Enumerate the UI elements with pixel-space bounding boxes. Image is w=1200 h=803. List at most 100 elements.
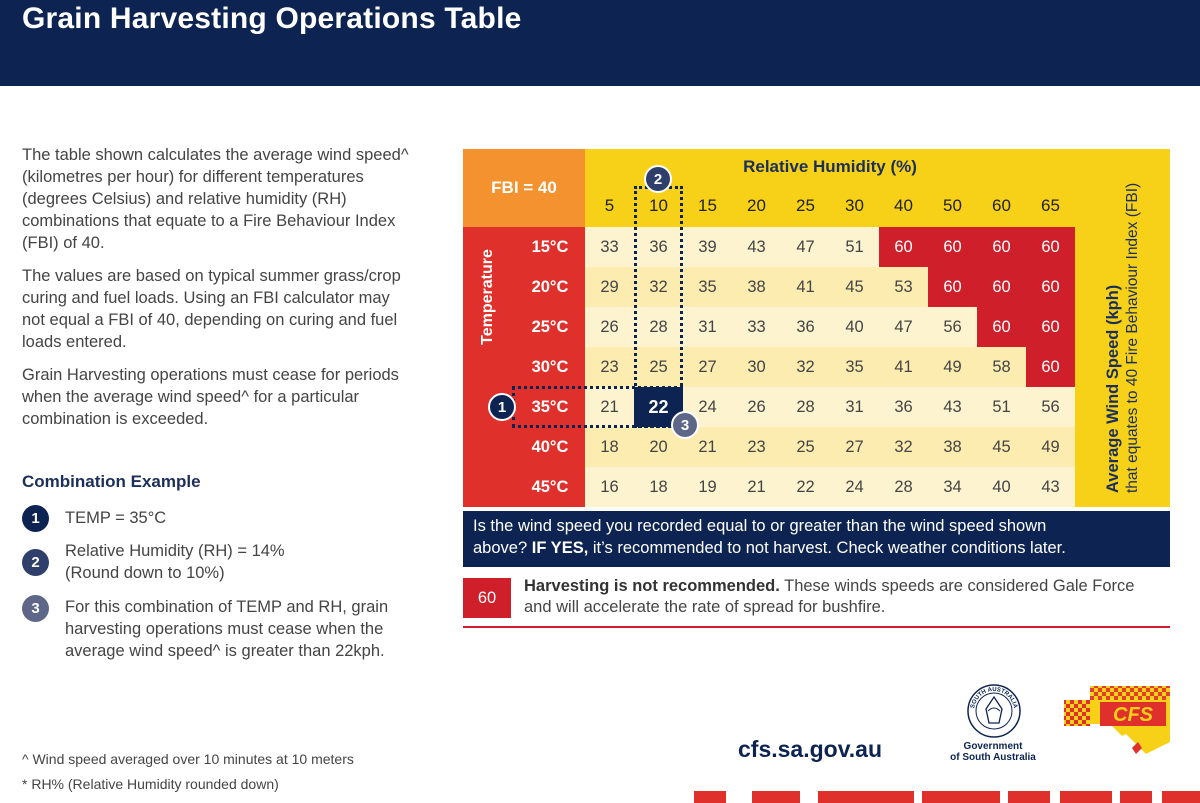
wind-speed-cell: 16 [585, 467, 634, 507]
page-title: Grain Harvesting Operations Table [22, 2, 522, 35]
marker-3: 3 [671, 411, 699, 439]
wind-speed-cell: 21 [732, 467, 781, 507]
wind-speed-cell: 56 [928, 307, 977, 347]
combination-title: Combination Example [22, 472, 201, 491]
temperature-row-label: 45°C [531, 477, 569, 496]
wind-speed-cell: 43 [1026, 467, 1075, 507]
wind-speed-cell: 26 [585, 307, 634, 347]
legend-divider [463, 626, 1170, 628]
wind-speed-cell: 60 [977, 227, 1026, 267]
question-line-2-post: it’s recommended to not harvest. Check w… [592, 539, 1066, 557]
step-number-1: 1 [22, 505, 49, 532]
rh-column-header: 20 [747, 196, 766, 215]
marker-1: 1 [488, 393, 516, 421]
wind-speed-cell: 43 [732, 227, 781, 267]
wind-speed-cell: 41 [781, 267, 830, 307]
wind-speed-cell: 27 [830, 427, 879, 467]
legend-text: Harvesting is not recommended. These win… [524, 576, 1164, 618]
government-line-2: of South Australia [950, 752, 1036, 763]
rh-column-header: 10 [649, 196, 668, 215]
wind-speed-cell: 47 [781, 227, 830, 267]
legend-bold: Harvesting is not recommended. [524, 577, 780, 595]
wind-question: Is the wind speed you recorded equal to … [463, 511, 1170, 567]
wind-speed-cell: 60 [1026, 347, 1075, 387]
wind-speed-cell: 60 [879, 227, 928, 267]
wind-speed-cell: 56 [1026, 387, 1075, 427]
wind-speed-cell: 32 [781, 347, 830, 387]
wind-speed-cell: 31 [683, 307, 732, 347]
rh-column-header: 40 [894, 196, 913, 215]
wind-speed-cell: 27 [683, 347, 732, 387]
wind-speed-cell: 31 [830, 387, 879, 427]
temperature-row-label: 35°C [531, 397, 569, 416]
wind-speed-cell: 38 [732, 267, 781, 307]
wind-speed-cell: 60 [928, 267, 977, 307]
wind-speed-cell: 41 [879, 347, 928, 387]
wind-speed-cell: 22 [781, 467, 830, 507]
wind-speed-cell: 26 [732, 387, 781, 427]
wind-speed-cell: 36 [781, 307, 830, 347]
wind-speed-cell: 40 [977, 467, 1026, 507]
wind-speed-cell: 33 [585, 227, 634, 267]
svg-text:CFS: CFS [1113, 704, 1154, 726]
rh-column-header: 15 [698, 196, 717, 215]
temperature-row-label: 15°C [531, 237, 569, 256]
rh-column-header: 50 [943, 196, 962, 215]
footer-stripe [1120, 791, 1152, 803]
fbi-label: FBI = 40 [463, 149, 585, 227]
wind-speed-cell: 45 [977, 427, 1026, 467]
intro-paragraph-1: The table shown calculates the average w… [22, 146, 409, 252]
question-line-2-bold: IF YES, [531, 539, 589, 557]
website-url[interactable]: cfs.sa.gov.au [738, 736, 883, 762]
wind-speed-cell: 20 [634, 427, 683, 467]
wind-speed-cell: 33 [732, 307, 781, 347]
footnote-wind: ^ Wind speed averaged over 10 minutes at… [22, 751, 354, 767]
footer-stripe [818, 791, 914, 803]
government-seal-icon: SOUTH AUSTRALIA [967, 684, 1021, 738]
wind-speed-cell: 60 [977, 267, 1026, 307]
rh-column-header: 60 [992, 196, 1011, 215]
wind-speed-cell: 19 [683, 467, 732, 507]
wind-speed-title-text: Average Wind Speed (kph) [1103, 284, 1122, 493]
wind-speed-cell: 40 [830, 307, 879, 347]
temperature-title-text: Temperature [479, 249, 496, 345]
marker-2: 2 [644, 165, 672, 193]
wind-speed-title: Average Wind Speed (kph) that equates to… [1075, 149, 1170, 507]
wind-speed-cell: 43 [928, 387, 977, 427]
footer-stripe [922, 791, 1000, 803]
footnote-rh: * RH% (Relative Humidity rounded down) [22, 776, 279, 792]
intro-paragraph-2: The values are based on typical summer g… [22, 267, 401, 351]
wind-speed-cell: 21 [585, 387, 634, 427]
wind-speed-cell: 60 [977, 307, 1026, 347]
footer-stripe [1162, 791, 1200, 803]
step-text-1: TEMP = 35°C [65, 509, 167, 527]
question-line-1: Is the wind speed you recorded equal to … [473, 517, 1047, 535]
footer-stripe [752, 791, 800, 803]
wind-speed-cell: 25 [634, 347, 683, 387]
wind-speed-cell: 36 [879, 387, 928, 427]
wind-speed-subtitle: that equates to 40 Fire Behaviour Index … [1123, 182, 1141, 493]
wind-speed-cell: 51 [830, 227, 879, 267]
rh-title: Relative Humidity (%) [743, 157, 917, 176]
legend-swatch: 60 [463, 578, 511, 618]
intro-paragraph-3: Grain Harvesting operations must cease f… [22, 366, 399, 428]
wind-speed-cell: 24 [830, 467, 879, 507]
wind-speed-cell: 53 [879, 267, 928, 307]
temperature-row-label: 20°C [531, 277, 569, 296]
highlight-column-outline [634, 186, 683, 428]
step-text-3: For this combination of TEMP and RH, gra… [65, 598, 389, 660]
wind-speed-cell: 60 [1026, 307, 1075, 347]
government-line-1: Government [963, 741, 1023, 752]
wind-speed-cell: 35 [683, 267, 732, 307]
temperature-title: Temperature [468, 227, 508, 367]
rh-column-header: 30 [845, 196, 864, 215]
wind-speed-cell: 49 [1026, 427, 1075, 467]
wind-speed-cell: 58 [977, 347, 1026, 387]
wind-speed-cell: 28 [879, 467, 928, 507]
wind-speed-cell: 29 [585, 267, 634, 307]
rh-column-header: 25 [796, 196, 815, 215]
wind-speed-cell: 23 [585, 347, 634, 387]
wind-speed-band [1075, 149, 1170, 507]
step-text-2: Relative Humidity (RH) = 14% (Round down… [65, 542, 285, 582]
temperature-row-label: 30°C [531, 357, 569, 376]
